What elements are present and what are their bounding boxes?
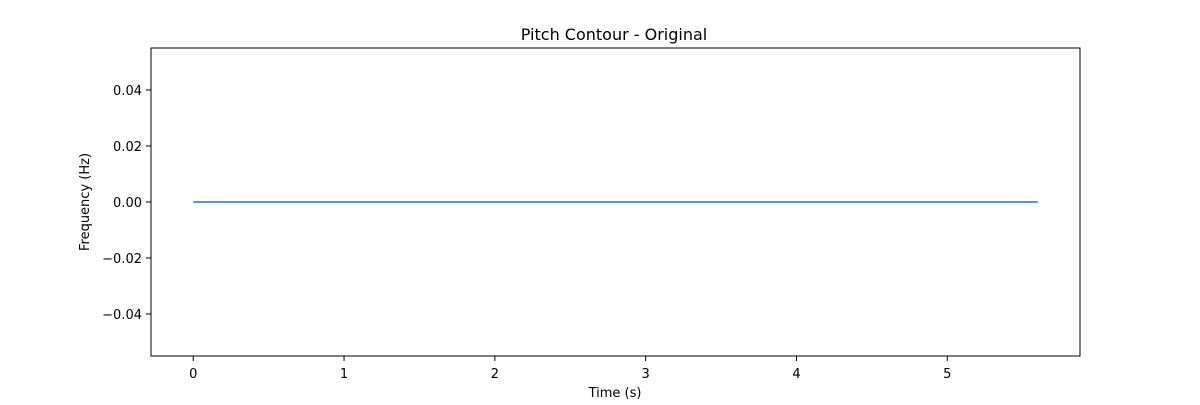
- y-tick-label: 0.02: [113, 140, 142, 155]
- x-tick-label: 4: [792, 367, 800, 382]
- x-axis: 0 1 2 3 4 5: [189, 356, 951, 382]
- y-tick-label: −0.04: [102, 308, 142, 323]
- x-tick-label: 2: [491, 367, 499, 382]
- x-tick-label: 3: [642, 367, 650, 382]
- y-axis: −0.04 −0.02 0.00 0.02 0.04: [102, 84, 151, 323]
- y-axis-label: Frequency (Hz): [78, 153, 93, 251]
- y-tick-label: 0.00: [113, 196, 142, 211]
- x-tick-label: 0: [189, 367, 197, 382]
- y-tick-label: −0.02: [102, 252, 142, 267]
- x-axis-label: Time (s): [588, 386, 642, 400]
- x-tick-label: 5: [943, 367, 951, 382]
- x-tick-label: 1: [340, 367, 348, 382]
- chart-title: Pitch Contour - Original: [521, 25, 707, 44]
- y-tick-label: 0.04: [113, 84, 142, 99]
